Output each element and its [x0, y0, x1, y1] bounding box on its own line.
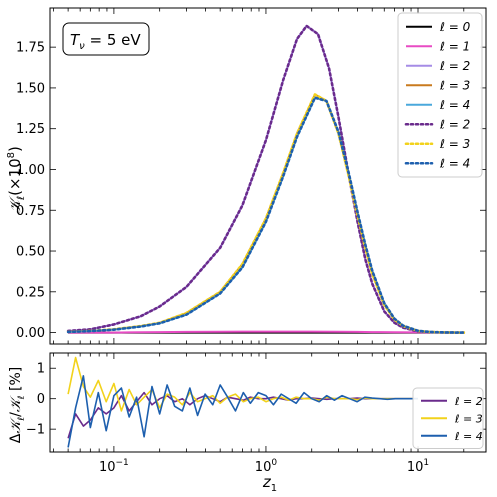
annotation-text: Tν = 5 eV — [70, 31, 141, 52]
legend-label: ℓ = 2 — [454, 395, 483, 408]
legend-label: ℓ = 3 — [439, 78, 470, 92]
y-tick-label: 1.50 — [16, 81, 45, 96]
y-tick-label: 0 — [37, 392, 45, 407]
legend-label: ℓ = 4 — [454, 430, 483, 443]
series-line — [67, 375, 419, 448]
residual-plot-frame — [49, 352, 487, 453]
x-axis-label: z1 — [262, 473, 277, 494]
x-tick-label: 101 — [407, 458, 429, 475]
y-tick-label: 0.75 — [16, 204, 45, 219]
residual-legend: ℓ = 2 ℓ = 3 ℓ = 4 — [412, 387, 484, 449]
annotation-box — [62, 22, 150, 56]
x-tick-label: 100 — [255, 458, 278, 475]
residual-axes: 10−1 100 101 −1 0 1 — [26, 353, 486, 475]
series-line — [66, 96, 466, 334]
legend-label: ℓ = 0 — [439, 20, 471, 34]
y-tick-label: 1 — [37, 362, 45, 377]
legend-box — [412, 387, 484, 449]
legend-label: ℓ = 4 — [439, 156, 470, 170]
series-line — [66, 24, 466, 334]
main-y-axis-label: 𝒦ℓ(×108) — [6, 146, 27, 214]
main-legend: ℓ = 0 ℓ = 1 ℓ = 2 ℓ = 3 ℓ = 4 ℓ = 2 ℓ = 3 ℓ = 4 — [397, 12, 483, 178]
y-tick-label: 0.00 — [16, 326, 45, 341]
legend-label: ℓ = 2 — [439, 59, 470, 73]
y-tick-label: 1.75 — [16, 41, 45, 56]
series-line — [67, 356, 419, 412]
main-plot-frame — [49, 7, 487, 345]
legend-label: ℓ = 1 — [439, 39, 470, 53]
legend-label: ℓ = 4 — [439, 98, 470, 112]
x-tick-label: 10−1 — [99, 458, 129, 475]
series-line — [68, 330, 464, 334]
y-tick-label: 0.25 — [16, 285, 45, 300]
residual-plot-panel: 10−1 100 101 −1 0 1 ℓ = 2 ℓ = 3 ℓ = 4 Δ𝒦ℓ/𝒦ℓ [%… — [8, 352, 487, 494]
y-tick-label: −1 — [26, 423, 45, 438]
legend-label: ℓ = 2 — [439, 117, 470, 131]
series-line — [67, 391, 419, 439]
y-tick-label: 1.00 — [16, 163, 45, 178]
residual-series-group — [67, 356, 419, 448]
y-tick-label: 0.50 — [16, 245, 45, 260]
main-axes: 0.00 0.25 0.50 0.75 1.00 1.25 1.50 1.75 — [16, 8, 486, 344]
temperature-annotation: Tν = 5 eV — [62, 22, 150, 56]
residual-y-axis-label: Δ𝒦ℓ/𝒦ℓ [%] — [8, 367, 27, 443]
main-series-group — [66, 24, 466, 334]
legend-box — [397, 12, 483, 178]
legend-label: ℓ = 3 — [439, 137, 470, 151]
legend-label: ℓ = 3 — [454, 412, 483, 425]
y-tick-label: 1.25 — [16, 122, 45, 137]
main-plot-panel: 0.00 0.25 0.50 0.75 1.00 1.25 1.50 1.75 Tν = 5 … — [6, 7, 487, 345]
